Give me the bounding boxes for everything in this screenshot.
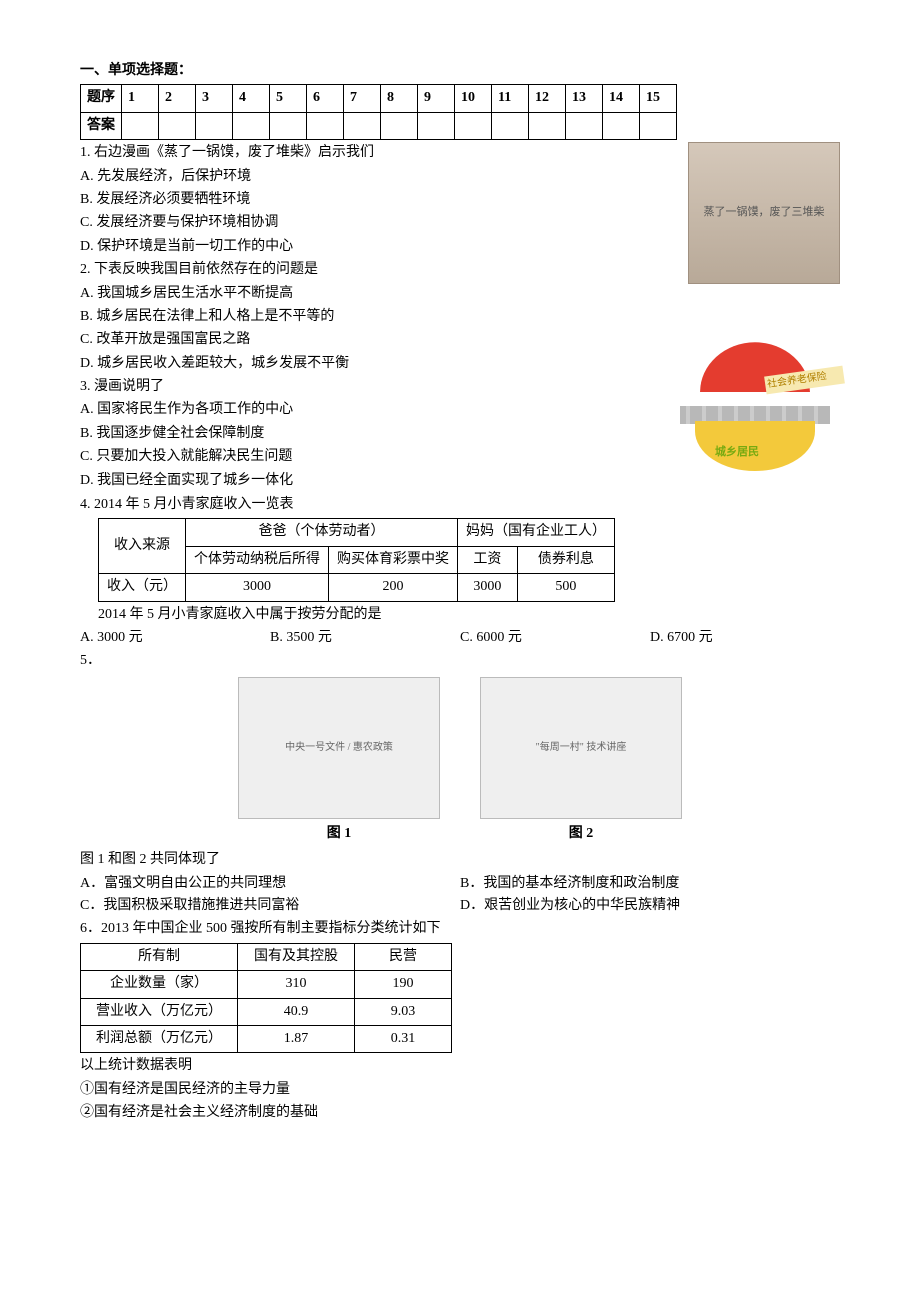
- answer-grid-answer-row: 答案: [81, 112, 677, 139]
- grid-num: 5: [270, 85, 307, 112]
- q6-th-state: 国有及其控股: [238, 943, 355, 970]
- grid-num: 11: [492, 85, 529, 112]
- q4-val: 3000: [186, 574, 329, 601]
- grid-cell[interactable]: [270, 112, 307, 139]
- q4-th-dad: 爸爸（个体劳动者）: [186, 519, 458, 546]
- q4-option-c: C. 6000 元: [460, 627, 650, 649]
- q6-row-revenue: 营业收入（万亿元）: [81, 998, 238, 1025]
- grid-cell[interactable]: [640, 112, 677, 139]
- q5-stem: 5．: [80, 650, 840, 672]
- q5-option-c: C．我国积极采取措施推进共同富裕: [80, 895, 460, 917]
- q4-th-source: 收入来源: [99, 519, 186, 574]
- q6-val: 40.9: [238, 998, 355, 1025]
- q4-options: A. 3000 元 B. 3500 元 C. 6000 元 D. 6700 元: [80, 627, 840, 649]
- grid-cell[interactable]: [307, 112, 344, 139]
- q6-val: 310: [238, 971, 355, 998]
- q4-val: 200: [329, 574, 458, 601]
- q4-option-b: B. 3500 元: [270, 627, 460, 649]
- q6-th-ownership: 所有制: [81, 943, 238, 970]
- grid-num: 7: [344, 85, 381, 112]
- q5-fig2-image: "每周一村" 技术讲座: [480, 677, 682, 819]
- q6-row-profit: 利润总额（万亿元）: [81, 1025, 238, 1052]
- q5-fig1-label: 图 1: [238, 823, 440, 845]
- grid-cell[interactable]: [381, 112, 418, 139]
- grid-label: 题序: [81, 85, 122, 112]
- q6-statement-1: ①国有经济是国民经济的主导力量: [80, 1079, 840, 1101]
- q4-val: 500: [517, 574, 614, 601]
- answer-grid: 题序 1 2 3 4 5 6 7 8 9 10 11 12 13 14 15 答…: [80, 84, 677, 140]
- q1-image-caption: 蒸了一锅馍，废了三堆柴: [704, 204, 825, 222]
- q4-substem: 2014 年 5 月小青家庭收入中属于按劳分配的是: [98, 604, 840, 626]
- grid-cell[interactable]: [418, 112, 455, 139]
- grid-cell[interactable]: [455, 112, 492, 139]
- grid-label: 答案: [81, 112, 122, 139]
- grid-cell[interactable]: [233, 112, 270, 139]
- q6-th-private: 民营: [355, 943, 452, 970]
- q5-option-a: A．富强文明自由公正的共同理想: [80, 873, 460, 895]
- grid-num: 14: [603, 85, 640, 112]
- q6-val: 190: [355, 971, 452, 998]
- q5-option-b: B．我国的基本经济制度和政治制度: [460, 873, 840, 895]
- q4-option-d: D. 6700 元: [650, 627, 840, 649]
- grid-num: 9: [418, 85, 455, 112]
- q6-statement-2: ②国有经济是社会主义经济制度的基础: [80, 1102, 840, 1124]
- section-title: 一、单项选择题：: [80, 60, 840, 82]
- q3-cartoon-image: 社会养老保险 城乡居民: [670, 329, 840, 479]
- q4-val: 3000: [458, 574, 518, 601]
- q6-stats-table: 所有制 国有及其控股 民营 企业数量（家） 310 190 营业收入（万亿元） …: [80, 943, 452, 1054]
- grid-num: 8: [381, 85, 418, 112]
- q1-cartoon-image: 蒸了一锅馍，废了三堆柴: [688, 142, 840, 284]
- q5-fig2-label: 图 2: [480, 823, 682, 845]
- q4-income-table: 收入来源 爸爸（个体劳动者） 妈妈（国有企业工人） 个体劳动纳税后所得 购买体育…: [98, 518, 615, 601]
- grid-num: 2: [159, 85, 196, 112]
- grid-num: 15: [640, 85, 677, 112]
- grid-cell[interactable]: [122, 112, 159, 139]
- grid-cell[interactable]: [603, 112, 640, 139]
- grid-num: 12: [529, 85, 566, 112]
- grid-num: 4: [233, 85, 270, 112]
- q4-sub-mom2: 债券利息: [517, 546, 614, 573]
- grid-cell[interactable]: [196, 112, 233, 139]
- grid-num: 6: [307, 85, 344, 112]
- q6-val: 9.03: [355, 998, 452, 1025]
- q4-th-mom: 妈妈（国有企业工人）: [458, 519, 615, 546]
- q5-substem: 图 1 和图 2 共同体现了: [80, 849, 840, 871]
- q4-sub-mom1: 工资: [458, 546, 518, 573]
- grid-num: 13: [566, 85, 603, 112]
- grid-cell[interactable]: [344, 112, 381, 139]
- q2-option-b: B. 城乡居民在法律上和人格上是不平等的: [80, 306, 840, 328]
- q4-stem: 4. 2014 年 5 月小青家庭收入一览表: [80, 494, 840, 516]
- q5-options-row2: C．我国积极采取措施推进共同富裕 D．艰苦创业为核心的中华民族精神: [80, 895, 840, 917]
- grid-cell[interactable]: [492, 112, 529, 139]
- q5-options-row1: A．富强文明自由公正的共同理想 B．我国的基本经济制度和政治制度: [80, 873, 840, 895]
- q4-sub-dad1: 个体劳动纳税后所得: [186, 546, 329, 573]
- grid-num: 10: [455, 85, 492, 112]
- grid-num: 1: [122, 85, 159, 112]
- q6-row-count: 企业数量（家）: [81, 971, 238, 998]
- q5-figure-2: "每周一村" 技术讲座 图 2: [480, 677, 682, 845]
- q5-fig1-image: 中央一号文件 / 惠农政策: [238, 677, 440, 819]
- grid-cell[interactable]: [529, 112, 566, 139]
- q4-option-a: A. 3000 元: [80, 627, 270, 649]
- q6-stem: 6．2013 年中国企业 500 强按所有制主要指标分类统计如下: [80, 918, 840, 940]
- q5-option-d: D．艰苦创业为核心的中华民族精神: [460, 895, 840, 917]
- q5-figure-1: 中央一号文件 / 惠农政策 图 1: [238, 677, 440, 845]
- answer-grid-header-row: 题序 1 2 3 4 5 6 7 8 9 10 11 12 13 14 15: [81, 85, 677, 112]
- q2-option-a: A. 我国城乡居民生活水平不断提高: [80, 283, 840, 305]
- grid-num: 3: [196, 85, 233, 112]
- q4-row-income: 收入（元）: [99, 574, 186, 601]
- bowl-label: 城乡居民: [715, 444, 759, 462]
- q6-val: 1.87: [238, 1025, 355, 1052]
- q4-sub-dad2: 购买体育彩票中奖: [329, 546, 458, 573]
- grid-cell[interactable]: [566, 112, 603, 139]
- q6-val: 0.31: [355, 1025, 452, 1052]
- grid-cell[interactable]: [159, 112, 196, 139]
- q6-substem: 以上统计数据表明: [80, 1055, 840, 1077]
